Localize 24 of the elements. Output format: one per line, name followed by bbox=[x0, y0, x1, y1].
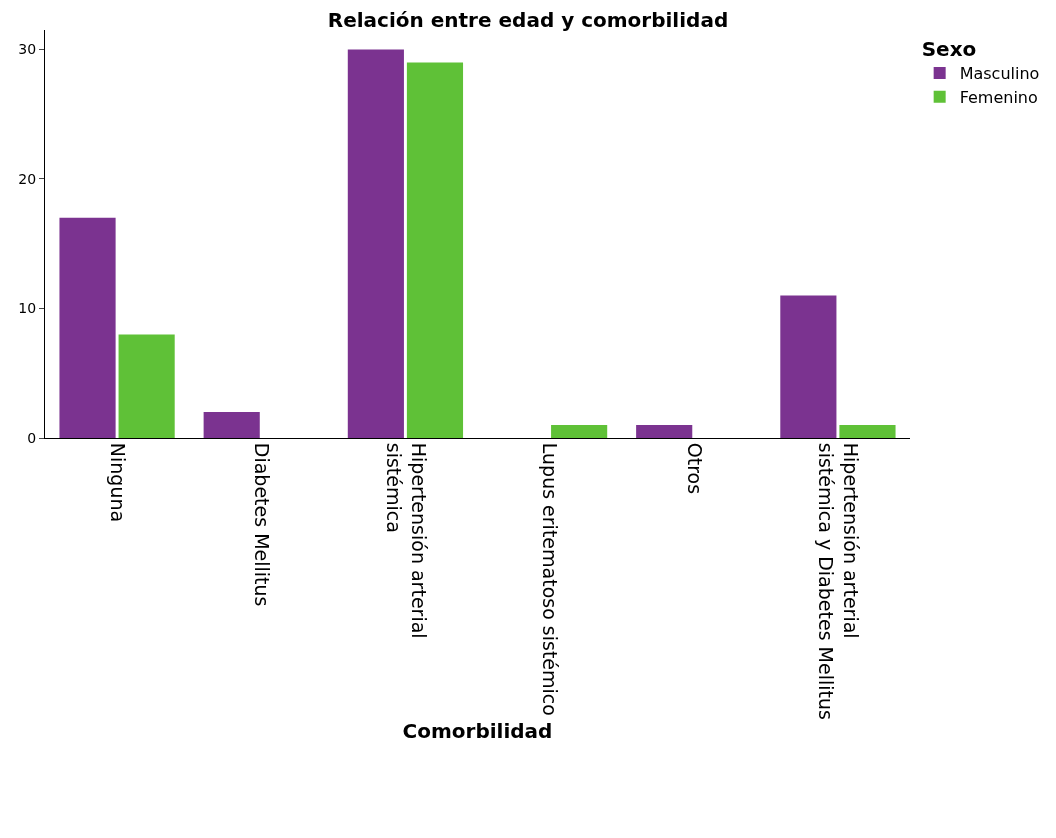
x-tick-label: Ninguna bbox=[106, 442, 129, 523]
legend-title: Sexo bbox=[921, 37, 977, 61]
x-tick-label: Hipertensión arterial sistémica bbox=[382, 442, 430, 639]
legend-label: Masculino bbox=[959, 64, 1040, 84]
bar bbox=[839, 425, 896, 438]
y-tick-label: 0 bbox=[27, 429, 37, 446]
x-tick-label: Hipertensión arterial sistémica y Diabetes Mellitus bbox=[815, 442, 863, 720]
x-tick-label: Otros bbox=[683, 442, 706, 495]
bar bbox=[203, 412, 260, 438]
bar bbox=[59, 217, 116, 438]
legend-label: Femenino bbox=[959, 87, 1038, 107]
bar bbox=[636, 425, 693, 438]
chart-title: Relación entre edad y comorbilidad bbox=[327, 7, 729, 32]
x-tick-label: Diabetes Mellitus bbox=[251, 442, 274, 607]
y-tick-label: 10 bbox=[18, 300, 37, 317]
bar bbox=[347, 49, 404, 438]
bar bbox=[118, 334, 175, 438]
x-axis-title: Comorbilidad bbox=[402, 719, 553, 744]
y-tick-label: 30 bbox=[18, 41, 37, 58]
bar bbox=[406, 62, 464, 438]
bar bbox=[780, 295, 837, 438]
x-tick-label: Lupus eritematoso sistémico bbox=[539, 442, 562, 716]
bar bbox=[551, 425, 608, 438]
y-tick-label: 20 bbox=[18, 170, 37, 187]
